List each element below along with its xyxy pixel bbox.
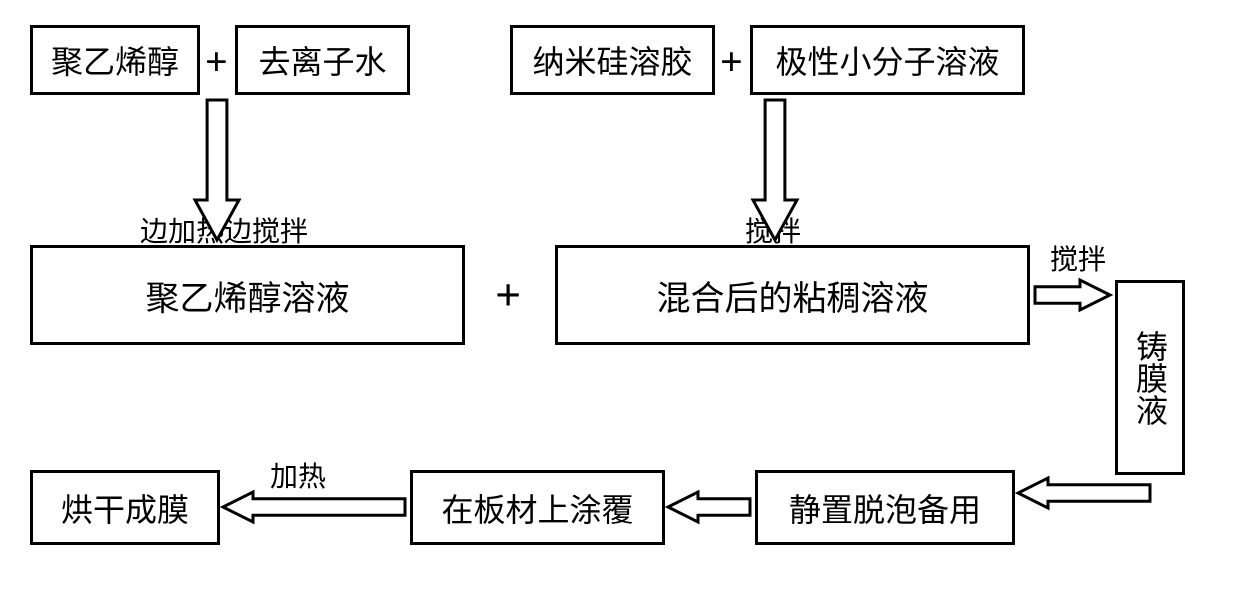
node-top_right_2: 极性小分子溶液: [750, 25, 1025, 95]
arrow-a_coat_dry: [223, 492, 405, 522]
node-label: 极性小分子溶液: [775, 37, 999, 83]
arrow-a_mix_to_cast: [1035, 280, 1110, 310]
node-dry: 烘干成膜: [30, 470, 220, 545]
node-label: 铸膜液: [1127, 330, 1173, 426]
node-mid_left: 聚乙烯醇溶液: [30, 245, 465, 345]
node-label: 纳米硅溶胶: [532, 37, 692, 83]
label-l4: 加热: [270, 455, 326, 495]
node-label: 混合后的粘稠溶液: [657, 271, 929, 320]
node-mid_right: 混合后的粘稠溶液: [555, 245, 1030, 345]
plus-p2: +: [720, 38, 743, 85]
plus-p1: +: [205, 38, 228, 85]
arrow-a_cast_down: [1018, 478, 1150, 508]
arrow-a_top_right: [753, 100, 797, 240]
node-defoam: 静置脱泡备用: [755, 470, 1015, 545]
node-label: 烘干成膜: [61, 485, 189, 531]
node-label: 在板材上涂覆: [441, 485, 633, 531]
node-label: 去离子水: [258, 37, 386, 83]
node-label: 聚乙烯醇溶液: [146, 271, 350, 320]
arrow-a_defoam_coat: [668, 492, 750, 522]
node-cast: 铸膜液: [1115, 280, 1185, 475]
node-label: 静置脱泡备用: [789, 485, 981, 531]
label-l3: 搅拌: [1050, 238, 1106, 278]
node-top_left_2: 去离子水: [235, 25, 410, 95]
node-label: 聚乙烯醇: [51, 37, 179, 83]
arrow-a_top_left: [195, 100, 239, 240]
plus-p3: +: [495, 268, 521, 321]
node-coat: 在板材上涂覆: [410, 470, 665, 545]
node-top_left_1: 聚乙烯醇: [30, 25, 200, 95]
node-top_right_1: 纳米硅溶胶: [510, 25, 715, 95]
